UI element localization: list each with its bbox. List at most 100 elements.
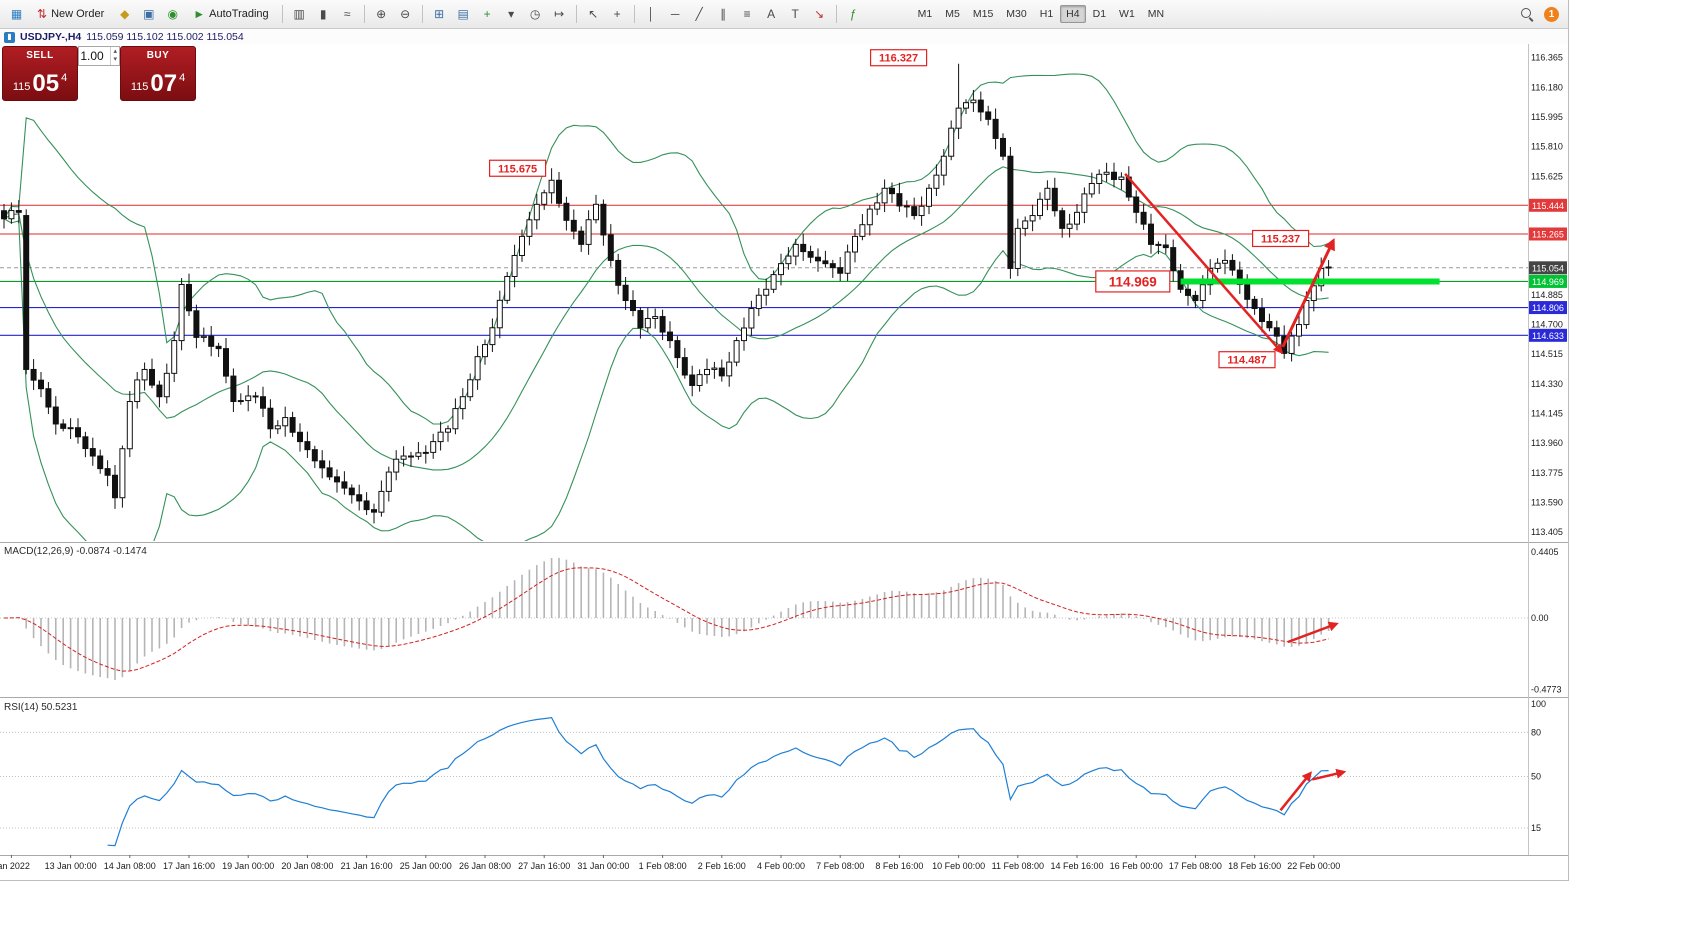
horizontal-line-icon[interactable]: ─ [670,7,680,21]
candlestick-chart-icon[interactable]: ▮ [319,7,327,21]
rsi-line [107,716,1329,847]
sell-button[interactable]: SELL [26,50,54,61]
price-annotation[interactable]: 116.327 [869,49,928,67]
trend-arrow[interactable] [1287,621,1339,644]
price-annotation[interactable]: 114.487 [1218,351,1276,369]
arrows-tool-icon[interactable]: ↘ [814,7,825,21]
price-axis-label: 113.405 [1531,527,1563,537]
text-tool-icon[interactable]: A [767,7,776,21]
volume-field: ▴ ▾ [78,46,120,66]
crosshair-icon[interactable]: + [613,7,621,21]
market-watch-icon[interactable]: ◉ [167,7,178,21]
cascade-windows-icon[interactable]: ▤ [457,7,469,21]
rsi-pane [0,716,1528,847]
time-label: 14 Jan 08:00 [104,861,156,871]
vertical-line-icon[interactable]: │ [647,7,655,21]
bar-chart-icon[interactable]: ▥ [293,7,305,21]
time-label: 27 Jan 16:00 [518,861,570,871]
macd-pane [0,557,1528,681]
line-chart-icon[interactable]: ≈ [343,7,351,21]
timeframe-mn[interactable]: MN [1147,8,1165,20]
time-label: 11 Feb 08:00 [992,861,1044,871]
time-label: 8 Feb 16:00 [875,861,923,871]
timeframe-group: M1 M5 M15 M30 H1 H4 D1 W1 MN [912,5,1170,23]
indicators-icon[interactable]: ƒ [849,7,857,21]
cursor-icon[interactable]: ↖ [588,7,599,21]
clock-icon[interactable]: ◷ [529,7,541,21]
price-annotation[interactable]: 114.969 [1095,270,1171,293]
candlesticks [1,63,1332,524]
toolbar-separator [575,5,577,23]
price-axis: 116.365 116.180 115.995 115.810 115.625 114.8… [1529,53,1567,833]
rsi-axis-label: 100 [1531,699,1546,709]
new-order-icon: ⇅ [37,7,48,21]
macd-axis-label: 0.4405 [1531,547,1559,557]
toolbar-separator [835,5,837,23]
macd-axis-label: -0.4773 [1531,685,1562,695]
time-label: 17 Feb 08:00 [1169,861,1222,871]
timeframe-m30[interactable]: M30 [1006,8,1027,20]
svg-text:115.675: 115.675 [498,163,537,175]
terminal-icon[interactable]: ▣ [143,7,155,21]
notification-badge[interactable]: 1 [1544,6,1559,22]
zoom-in-icon[interactable]: ⊕ [376,7,387,21]
toolbar-separator [633,5,635,23]
timeframe-h4[interactable]: H4 [1060,5,1086,23]
autotrading-button[interactable]: ► AutoTrading [185,5,276,23]
time-scale[interactable] [0,855,1568,880]
trend-arrow[interactable] [1312,768,1347,781]
trend-arrow[interactable] [1281,237,1335,348]
price-marker-114.633: 114.633 [1529,328,1567,342]
timeframe-m15[interactable]: M15 [972,8,994,20]
svg-text:114.969: 114.969 [1532,277,1564,287]
buy-button[interactable]: BUY [146,50,170,61]
tile-windows-icon[interactable]: ⊞ [434,7,445,21]
timeframe-m5[interactable]: M5 [945,8,960,20]
time-label: 31 Jan 00:00 [577,861,629,871]
fibonacci-icon[interactable]: ≡ [743,7,751,21]
buy-panel[interactable]: BUY 115 07 4 [120,46,196,101]
volume-input[interactable] [79,49,105,63]
timeframe-w1[interactable]: W1 [1119,8,1135,20]
price-annotation[interactable]: 115.237 [1251,229,1310,248]
chart-symbol-icon: ▮ [4,31,15,43]
volume-decrease-button[interactable]: ▾ [113,56,117,63]
macd-signal-line [3,567,1329,672]
metaeditor-icon[interactable]: ◆ [120,7,130,21]
search-icon[interactable] [1521,7,1534,21]
price-annotation[interactable]: 115.675 [489,159,547,177]
zoom-out-icon[interactable]: ⊖ [400,7,411,21]
chart-window-icon[interactable]: ▦ [10,7,23,21]
timeframe-h1[interactable]: H1 [1039,8,1054,20]
trend-arrow[interactable] [1279,771,1312,812]
rsi-axis-label: 15 [1531,823,1541,833]
chart-shift-icon[interactable]: ↦ [554,7,565,21]
trend-arrow[interactable] [1124,173,1284,355]
timeframe-m1[interactable]: M1 [917,8,933,20]
price-marker-115.265: 115.265 [1529,227,1567,241]
time-label: 26 Jan 08:00 [459,861,511,871]
period-dropdown-icon[interactable]: ▾ [508,7,515,21]
time-label: 18 Feb 16:00 [1228,861,1281,871]
label-tool-icon[interactable]: T [791,7,799,21]
sell-panel[interactable]: SELL 115 05 4 [2,46,78,101]
new-order-button[interactable]: ⇅ New Order [29,5,112,23]
chart-symbol-period: USDJPY-,H4 [20,31,82,43]
price-axis-label: 114.330 [1531,379,1563,389]
trendline-icon[interactable]: ╱ [695,7,703,21]
chart-ohlc-quote: 115.059 115.102 115.002 115.054 [86,31,244,43]
price-axis-label: 113.775 [1531,468,1563,478]
new-chart-icon[interactable]: + [483,7,491,21]
timeframe-d1[interactable]: D1 [1092,8,1107,20]
buy-price-main: 07 [150,70,178,97]
time-label: 21 Jan 16:00 [341,861,393,871]
chart-canvas[interactable]: 116.365 116.180 115.995 115.810 115.625 114.8… [0,44,1568,880]
price-scale[interactable] [1528,44,1568,855]
chart-area: 116.365 116.180 115.995 115.810 115.625 114.8… [0,44,1568,880]
main-toolbar: ▦ ⇅ New Order ◆ ▣ ◉ ► AutoTrading ▥ ▮ ≈ … [0,0,1568,29]
toolbar-separator [363,5,365,23]
channel-icon[interactable]: ∥ [720,7,727,21]
time-label: 14 Feb 16:00 [1050,861,1103,871]
volume-increase-button[interactable]: ▴ [113,48,117,55]
